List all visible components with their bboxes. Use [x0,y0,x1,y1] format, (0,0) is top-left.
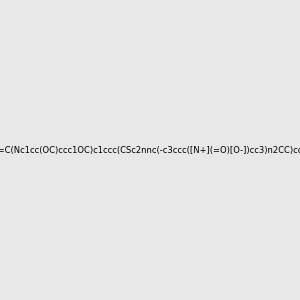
Text: O=C(Nc1cc(OC)ccc1OC)c1ccc(CSc2nnc(-c3ccc([N+](=O)[O-])cc3)n2CC)cc1: O=C(Nc1cc(OC)ccc1OC)c1ccc(CSc2nnc(-c3ccc… [0,146,300,154]
